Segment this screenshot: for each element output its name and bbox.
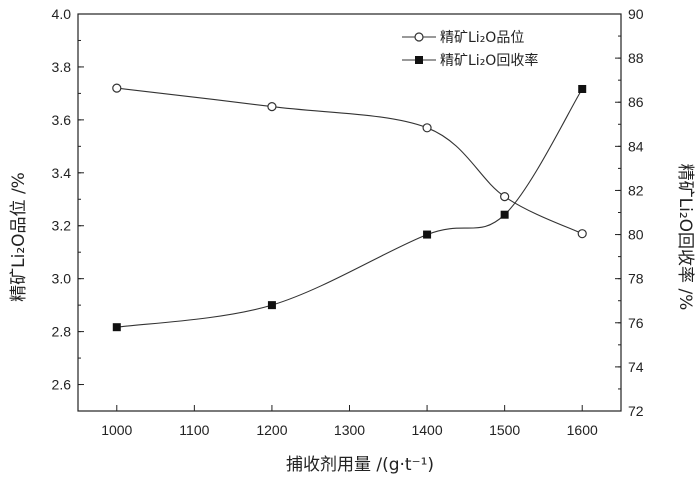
right-tick-label: 90 bbox=[628, 6, 644, 22]
recovery-point bbox=[267, 301, 276, 310]
legend-label-grade: 精矿Li₂O品位 bbox=[440, 30, 524, 46]
right-tick-label: 74 bbox=[628, 359, 644, 375]
right-tick-label: 88 bbox=[628, 50, 644, 66]
left-axis-title: 精矿Li₂O品位 /% bbox=[9, 172, 29, 302]
right-tick-label: 80 bbox=[628, 227, 644, 243]
left-tick-label: 2.6 bbox=[52, 377, 72, 393]
recovery-point bbox=[112, 323, 121, 332]
legend-marker-grade bbox=[414, 32, 424, 42]
right-tick-label: 78 bbox=[628, 271, 644, 287]
x-axis-title: 捕收剂用量 /(g·t⁻¹) bbox=[286, 455, 434, 475]
right-tick-label: 76 bbox=[628, 315, 644, 331]
recovery-point bbox=[578, 84, 587, 93]
left-tick-label: 3.8 bbox=[52, 59, 72, 75]
left-tick-label: 3.4 bbox=[52, 165, 72, 181]
plot-frame bbox=[77, 13, 622, 412]
x-tick-label: 1400 bbox=[411, 422, 442, 438]
grade-point bbox=[500, 192, 510, 202]
right-tick-label: 82 bbox=[628, 182, 644, 198]
x-tick-label: 1100 bbox=[179, 422, 209, 438]
legend-marker-recovery bbox=[415, 56, 423, 64]
recovery-point bbox=[423, 230, 432, 239]
left-tick-label: 4.0 bbox=[52, 6, 72, 22]
series-line-0 bbox=[116, 87, 583, 235]
left-tick-label: 3.0 bbox=[52, 271, 72, 287]
legend-label-recovery: 精矿Li₂O回收率 bbox=[440, 52, 538, 69]
grade-point bbox=[577, 229, 587, 239]
x-tick-label: 1300 bbox=[334, 422, 365, 438]
series-layer bbox=[112, 83, 587, 332]
x-tick-label: 1000 bbox=[101, 422, 132, 438]
grade-point bbox=[112, 83, 122, 93]
grade-point bbox=[267, 102, 277, 112]
left-tick-label: 2.8 bbox=[52, 324, 72, 340]
right-tick-label: 84 bbox=[628, 138, 644, 154]
x-axis-ticks: 1000 1100 1200 1300 1400 1500 1600 bbox=[101, 405, 598, 438]
grade-point bbox=[422, 123, 432, 133]
series-line-1 bbox=[116, 88, 583, 328]
left-tick-label: 3.6 bbox=[52, 112, 72, 128]
x-tick-label: 1200 bbox=[256, 422, 287, 438]
right-tick-label: 72 bbox=[628, 403, 644, 419]
left-tick-label: 3.2 bbox=[52, 218, 72, 234]
legend: 精矿Li₂O品位 精矿Li₂O回收率 bbox=[402, 30, 538, 69]
left-axis-ticks: 2.6 2.8 3.0 3.2 3.4 3.6 3.8 4.0 bbox=[52, 6, 84, 412]
recovery-point bbox=[500, 210, 509, 219]
x-tick-label: 1600 bbox=[567, 422, 598, 438]
x-tick-label: 1500 bbox=[489, 422, 520, 438]
right-tick-label: 86 bbox=[628, 94, 644, 110]
right-axis-title: 精矿Li₂O回收率 /% bbox=[675, 164, 695, 311]
right-axis-ticks: 72 74 76 78 80 82 84 86 88 90 bbox=[615, 6, 644, 419]
